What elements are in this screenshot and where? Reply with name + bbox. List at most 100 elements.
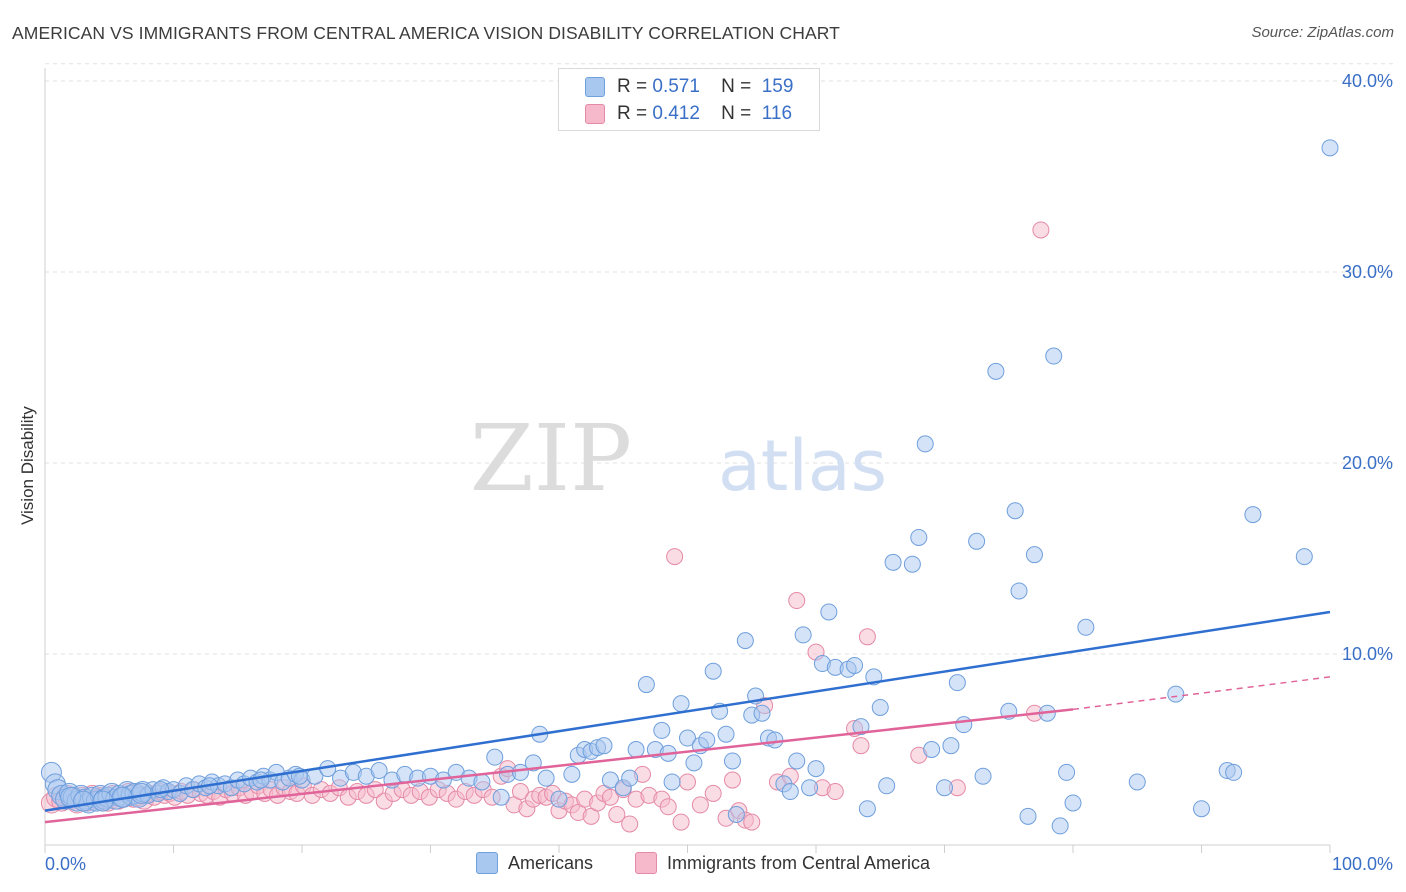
scatter-point	[73, 790, 95, 812]
scatter-point	[1064, 794, 1082, 812]
scatter-point	[727, 805, 745, 823]
scatter-point	[1010, 582, 1028, 600]
immigrants-trend-line	[44, 708, 1074, 824]
y-axis-label: Vision Disability	[18, 406, 37, 525]
y-tick-label: 10.0%	[1342, 644, 1393, 664]
americans-trend-line	[44, 610, 1331, 812]
scatter-point	[884, 553, 902, 571]
source-credit: Source: ZipAtlas.com	[1251, 24, 1394, 41]
scatter-point	[968, 532, 986, 550]
legend-n-label: N =	[721, 76, 752, 97]
chart-title: AMERICAN VS IMMIGRANTS FROM CENTRAL AMER…	[12, 23, 840, 43]
scatter-point	[627, 741, 645, 758]
scatter-point	[916, 435, 934, 453]
tick-labels: 10.0% 20.0% 30.0% 40.0% 0.0% 100.0%	[45, 71, 1393, 874]
scatter-point	[788, 752, 806, 770]
scatter-point	[704, 784, 722, 802]
scatter-point	[955, 716, 973, 734]
scatter-point	[637, 676, 655, 694]
y-tick-label: 40.0%	[1342, 71, 1393, 91]
scatter-point	[717, 725, 735, 743]
scatter-point	[1058, 763, 1076, 781]
scatter-point	[621, 769, 639, 787]
y-tick-label: 30.0%	[1342, 262, 1393, 282]
scatter-point	[766, 731, 784, 749]
scatter-point	[723, 752, 741, 770]
scatter-point	[1032, 221, 1050, 239]
scatter-point	[1321, 139, 1339, 157]
legend-label-americans: Americans	[508, 852, 594, 873]
scatter-point	[858, 800, 876, 818]
scatter-point	[1225, 763, 1243, 781]
axes	[44, 68, 1331, 853]
scatter-point	[704, 662, 722, 680]
scatter-point	[370, 762, 388, 780]
scatter-point	[723, 771, 741, 789]
scatter-point	[1045, 347, 1063, 365]
legend-r-label: R =	[617, 103, 648, 124]
scatter-point	[753, 704, 771, 722]
scatter-point	[788, 592, 806, 610]
legend-swatch-immigrants	[635, 852, 657, 874]
scatter-point	[781, 783, 799, 801]
scatter-point	[663, 773, 681, 791]
scatter-point	[846, 656, 864, 674]
scatter-point	[801, 779, 819, 797]
scatter-point	[1051, 817, 1069, 835]
scatter-point	[1006, 502, 1024, 520]
scatter-point	[511, 783, 529, 801]
scatter-point	[691, 796, 709, 814]
scatter-point	[878, 777, 896, 795]
legend-n-label: N =	[721, 103, 752, 124]
immigrants-trend-extension	[1072, 676, 1331, 711]
x-tick-label: 0.0%	[45, 854, 86, 874]
scatter-point	[1295, 548, 1313, 566]
y-tick-label: 20.0%	[1342, 453, 1393, 473]
scatter-point	[1019, 807, 1037, 825]
scatter-point	[871, 698, 889, 716]
watermark: ZIP atlas	[470, 405, 887, 512]
scatter-point	[672, 695, 690, 713]
scatter-point	[743, 813, 761, 831]
scatter-point	[942, 737, 960, 755]
scatter-point	[1244, 506, 1262, 524]
scatter-point	[736, 632, 754, 650]
trend-lines	[44, 610, 1331, 824]
scatter-point	[679, 773, 696, 791]
scatter-point	[1128, 773, 1146, 791]
legend-row-americans: R = 0.571 N = 159	[585, 75, 793, 99]
scatter-point	[1193, 800, 1210, 818]
legend-item-immigrants: Immigrants from Central America	[635, 852, 930, 874]
scatter-point	[903, 555, 921, 573]
legend-n-value: 159	[761, 76, 794, 97]
scatter-point	[601, 771, 619, 789]
scatter-point	[601, 788, 619, 806]
scatter-point	[698, 731, 716, 749]
scatter-point	[923, 741, 941, 758]
scatter-point	[653, 721, 671, 739]
scatter-point	[608, 805, 626, 823]
scatter-point	[910, 528, 928, 546]
legend-swatch-americans	[585, 77, 605, 97]
scatter-point	[974, 767, 992, 785]
scatter-point	[820, 603, 838, 621]
scatter-point	[858, 628, 876, 646]
scatter-point	[595, 737, 613, 755]
gridlines	[45, 63, 1393, 655]
scatter-point	[672, 813, 690, 831]
scatter-point	[252, 771, 270, 789]
legend-swatch-immigrants	[585, 104, 605, 124]
x-tick-label: 100.0%	[1332, 854, 1393, 874]
scatter-point	[679, 729, 696, 747]
watermark-atlas: atlas	[718, 425, 887, 507]
scatter-point	[152, 781, 170, 799]
scatter-point	[1077, 618, 1095, 636]
legend-swatch-americans	[476, 852, 498, 874]
scatter-point	[1167, 685, 1185, 703]
legend-label-immigrants: Immigrants from Central America	[667, 852, 931, 873]
scatter-point	[948, 674, 966, 692]
legend-item-americans: Americans	[476, 852, 593, 874]
legend-row-immigrants: R = 0.412 N = 116	[585, 102, 792, 126]
scatter-point	[659, 798, 677, 816]
